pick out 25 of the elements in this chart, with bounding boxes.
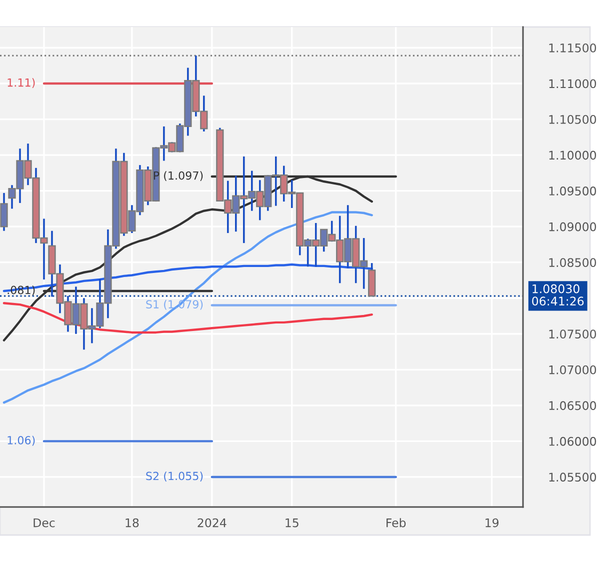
line-series [2, 211, 373, 404]
y-tick-label: 1.07500 [549, 330, 596, 339]
y-tick-label: 1.06500 [549, 401, 596, 410]
x-tick-label: Feb [386, 518, 406, 528]
series-label: 1.11) [8, 78, 35, 88]
series-label: 1.06) [8, 436, 35, 446]
x-tick-label: 19 [486, 518, 498, 528]
y-tick-label: 1.09500 [549, 186, 596, 196]
y-tick-label: 1.06000 [549, 436, 596, 446]
y-tick-label: 1.10000 [549, 150, 596, 160]
y-tick-label: 1.08500 [549, 258, 596, 268]
x-tick-label: 2024 [198, 518, 226, 528]
y-tick-label: 1.07000 [549, 365, 596, 374]
y-tick-label: 1.11500 [549, 43, 596, 52]
x-tick-label: Dec [34, 518, 55, 528]
y-tick-label: 1.11000 [549, 79, 596, 88]
y-tick-label: 1.09000 [549, 222, 596, 232]
y-tick-label: 1.05500 [549, 472, 596, 482]
series-label: P (1.097) [154, 171, 203, 182]
x-tick-label: 18 [126, 518, 139, 528]
series-label: S2 (1.055) [146, 472, 203, 482]
x-tick-label: 15 [286, 518, 298, 528]
candlestick [0, 192, 8, 232]
y-tick-label: 1.10500 [549, 115, 596, 124]
ref-line-label: 1.08030 06:41:26 [532, 284, 584, 306]
